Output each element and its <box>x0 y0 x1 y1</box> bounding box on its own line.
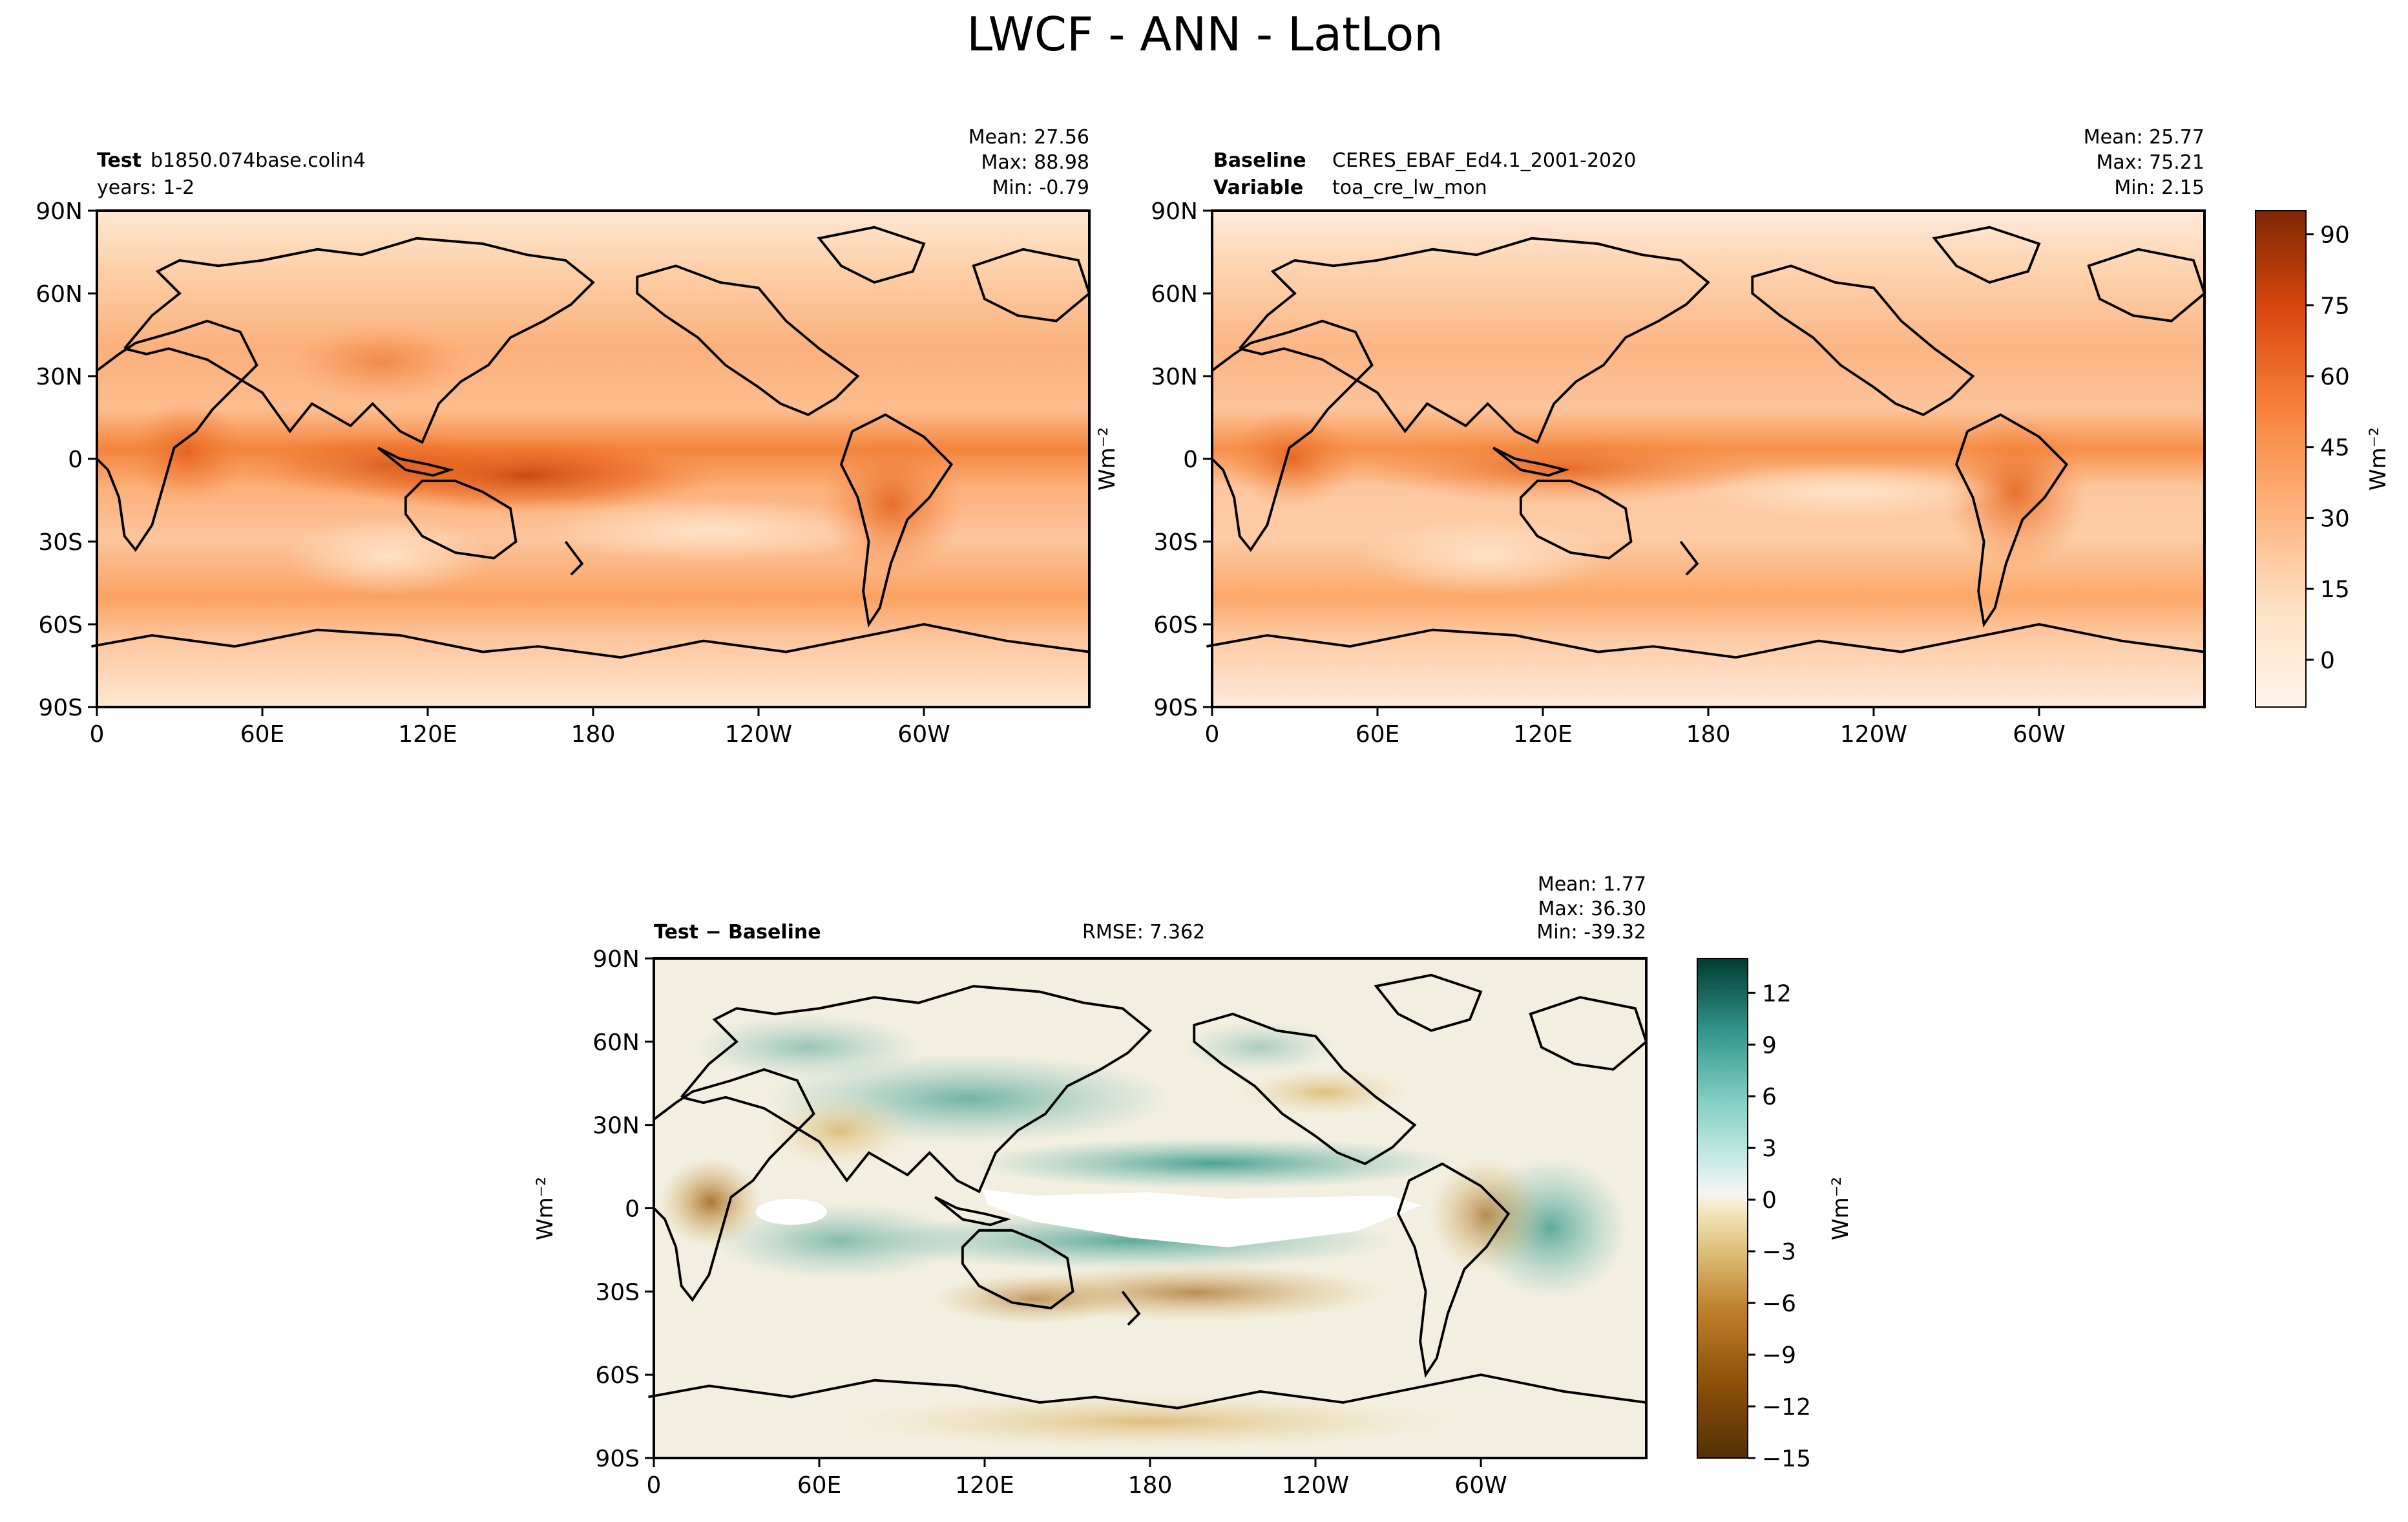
test-stat-min: Min: -0.79 <box>992 176 1090 199</box>
x-tick-label: 60W <box>897 721 950 748</box>
baseline-variable-bold: Variable <box>1213 176 1303 199</box>
x-tick-label: 120W <box>725 721 792 748</box>
y-tick-label: 90S <box>1153 695 1198 721</box>
x-tick-label: 60W <box>1454 1472 1507 1499</box>
figure-title: LWCF - ANN - LatLon <box>967 7 1443 61</box>
y-tick-label: 30N <box>592 1113 640 1139</box>
colorbar-tick-label: 30 <box>2320 505 2350 532</box>
diff-stat-mean: Mean: 1.77 <box>1538 873 1646 896</box>
colorbar-tick-label: 0 <box>1762 1187 1777 1214</box>
y-tick-label: 30N <box>1151 364 1198 390</box>
y-tick-label: 60S <box>1153 612 1198 639</box>
x-tick-label: 180 <box>571 721 616 748</box>
baseline-label-value: CERES_EBAF_Ed4.1_2001-2020 <box>1332 149 1636 172</box>
test-label-value: b1850.074base.colin4 <box>151 149 366 172</box>
baseline-label-bold: Baseline <box>1213 149 1306 172</box>
x-tick-label: 60E <box>240 721 285 748</box>
test-stat-max: Max: 88.98 <box>981 151 1089 174</box>
y-tick-label: 0 <box>68 447 83 473</box>
colorbar-tick-label: 90 <box>2320 222 2350 249</box>
baseline-stat-min: Min: 2.15 <box>2114 176 2204 199</box>
x-tick-label: 0 <box>647 1472 662 1499</box>
panel-baseline: Wm⁻² Baseline CERES_EBAF_Ed4.1_2001-2020… <box>1094 126 2391 748</box>
test-stat-mean: Mean: 27.56 <box>968 126 1089 149</box>
test-label-bold: Test <box>97 149 141 172</box>
x-tick-label: 0 <box>90 721 105 748</box>
colorbar-tick-label: 60 <box>2320 364 2350 390</box>
panel-test: Test b1850.074base.colin4 years: 1-2 Mea… <box>36 126 1091 748</box>
diff-stat-min: Min: -39.32 <box>1536 921 1646 944</box>
x-tick-label: 120E <box>955 1472 1014 1499</box>
difference-axis-ticks: 0 60E 120E 180 120W 60W 90N 60N 30N 0 30S 60S 90S <box>592 946 1507 1499</box>
y-tick-label: 90S <box>595 1446 640 1472</box>
colorbar-tick-label: 45 <box>2320 435 2350 461</box>
panel-difference: Test − Baseline RMSE: 7.362 Mean: 1.77 M… <box>532 873 1854 1499</box>
colorbar-tick-label: 9 <box>1762 1032 1777 1059</box>
test-label-years: years: 1-2 <box>97 176 194 199</box>
y-tick-label: 90N <box>36 198 83 225</box>
y-tick-label: 90N <box>1151 198 1198 225</box>
colorbar-tick-label: 12 <box>1762 980 1792 1007</box>
colorbar-tick-label: 0 <box>2320 648 2335 674</box>
baseline-axis-ticks: 0 60E 120E 180 120W 60W 90N 60N 30N 0 30S 60S 90S <box>1151 198 2065 748</box>
colorbar-absolute-label: Wm⁻² <box>2365 427 2391 491</box>
difference-map <box>647 957 1648 1459</box>
colorbar-difference-ticks: 12 9 6 3 0 −3 −6 −9 −12 −15 <box>1748 980 1811 1472</box>
y-tick-label: 60S <box>595 1362 640 1389</box>
baseline-variable-value: toa_cre_lw_mon <box>1332 176 1487 199</box>
y-tick-label: 60S <box>38 612 83 639</box>
diff-rmse: RMSE: 7.362 <box>1082 921 1205 944</box>
y-tick-label: 60N <box>36 281 83 308</box>
x-tick-label: 60W <box>2013 721 2065 748</box>
x-tick-label: 180 <box>1128 1472 1173 1499</box>
x-tick-label: 120W <box>1282 1472 1349 1499</box>
y-tick-label: 60N <box>1151 281 1198 308</box>
colorbar-tick-label: 75 <box>2320 293 2350 319</box>
colorbar-tick-label: −3 <box>1762 1239 1796 1265</box>
colorbar-tick-label: 3 <box>1762 1136 1777 1162</box>
x-tick-label: 0 <box>1205 721 1220 748</box>
baseline-map <box>1205 209 2206 708</box>
y-tick-label: 30S <box>1153 529 1198 556</box>
x-tick-label: 120W <box>1840 721 1907 748</box>
x-tick-label: 60E <box>1356 721 1400 748</box>
x-tick-label: 120E <box>1513 721 1572 748</box>
colorbar-tick-label: −6 <box>1762 1291 1796 1317</box>
y-tick-label: 30S <box>38 529 83 556</box>
test-map <box>90 209 1091 708</box>
x-tick-label: 120E <box>398 721 457 748</box>
colorbar-tick-label: 6 <box>1762 1084 1777 1110</box>
colorbar-tick-label: −9 <box>1762 1342 1796 1369</box>
x-tick-label: 180 <box>1686 721 1731 748</box>
colorbar-difference-label: Wm⁻² <box>1828 1177 1854 1240</box>
y-tick-label: 30N <box>36 364 83 390</box>
colorbar-tick-label: 15 <box>2320 576 2350 603</box>
y-tick-label: 60N <box>592 1030 640 1056</box>
colorbar-tick-label: −12 <box>1762 1394 1811 1421</box>
y-tick-label: 0 <box>1183 447 1198 473</box>
baseline-stat-mean: Mean: 25.77 <box>2084 126 2204 149</box>
baseline-stat-max: Max: 75.21 <box>2096 151 2204 174</box>
diff-stat-max: Max: 36.30 <box>1538 898 1646 920</box>
y-tick-label: 0 <box>625 1196 640 1223</box>
diff-ylabel: Wm⁻² <box>532 1177 558 1240</box>
x-tick-label: 60E <box>797 1472 842 1499</box>
panel1-ylabel: Wm⁻² <box>1094 427 1120 491</box>
colorbar-absolute-ticks: 90 75 60 45 30 15 0 <box>2306 222 2350 674</box>
colorbar-absolute: 90 75 60 45 30 15 0 Wm⁻² <box>2255 210 2391 708</box>
y-tick-label: 90N <box>592 946 640 973</box>
colorbar-tick-label: −15 <box>1762 1446 1811 1472</box>
y-tick-label: 30S <box>595 1279 640 1305</box>
colorbar-difference: 12 9 6 3 0 −3 −6 −9 −12 −15 Wm⁻² <box>1697 958 1854 1472</box>
y-tick-label: 90S <box>38 695 83 721</box>
diff-label-bold: Test − Baseline <box>654 921 821 944</box>
test-axis-ticks: 0 60E 120E 180 120W 60W 90N 60N 30N 0 30S 60S 90S <box>36 198 950 748</box>
